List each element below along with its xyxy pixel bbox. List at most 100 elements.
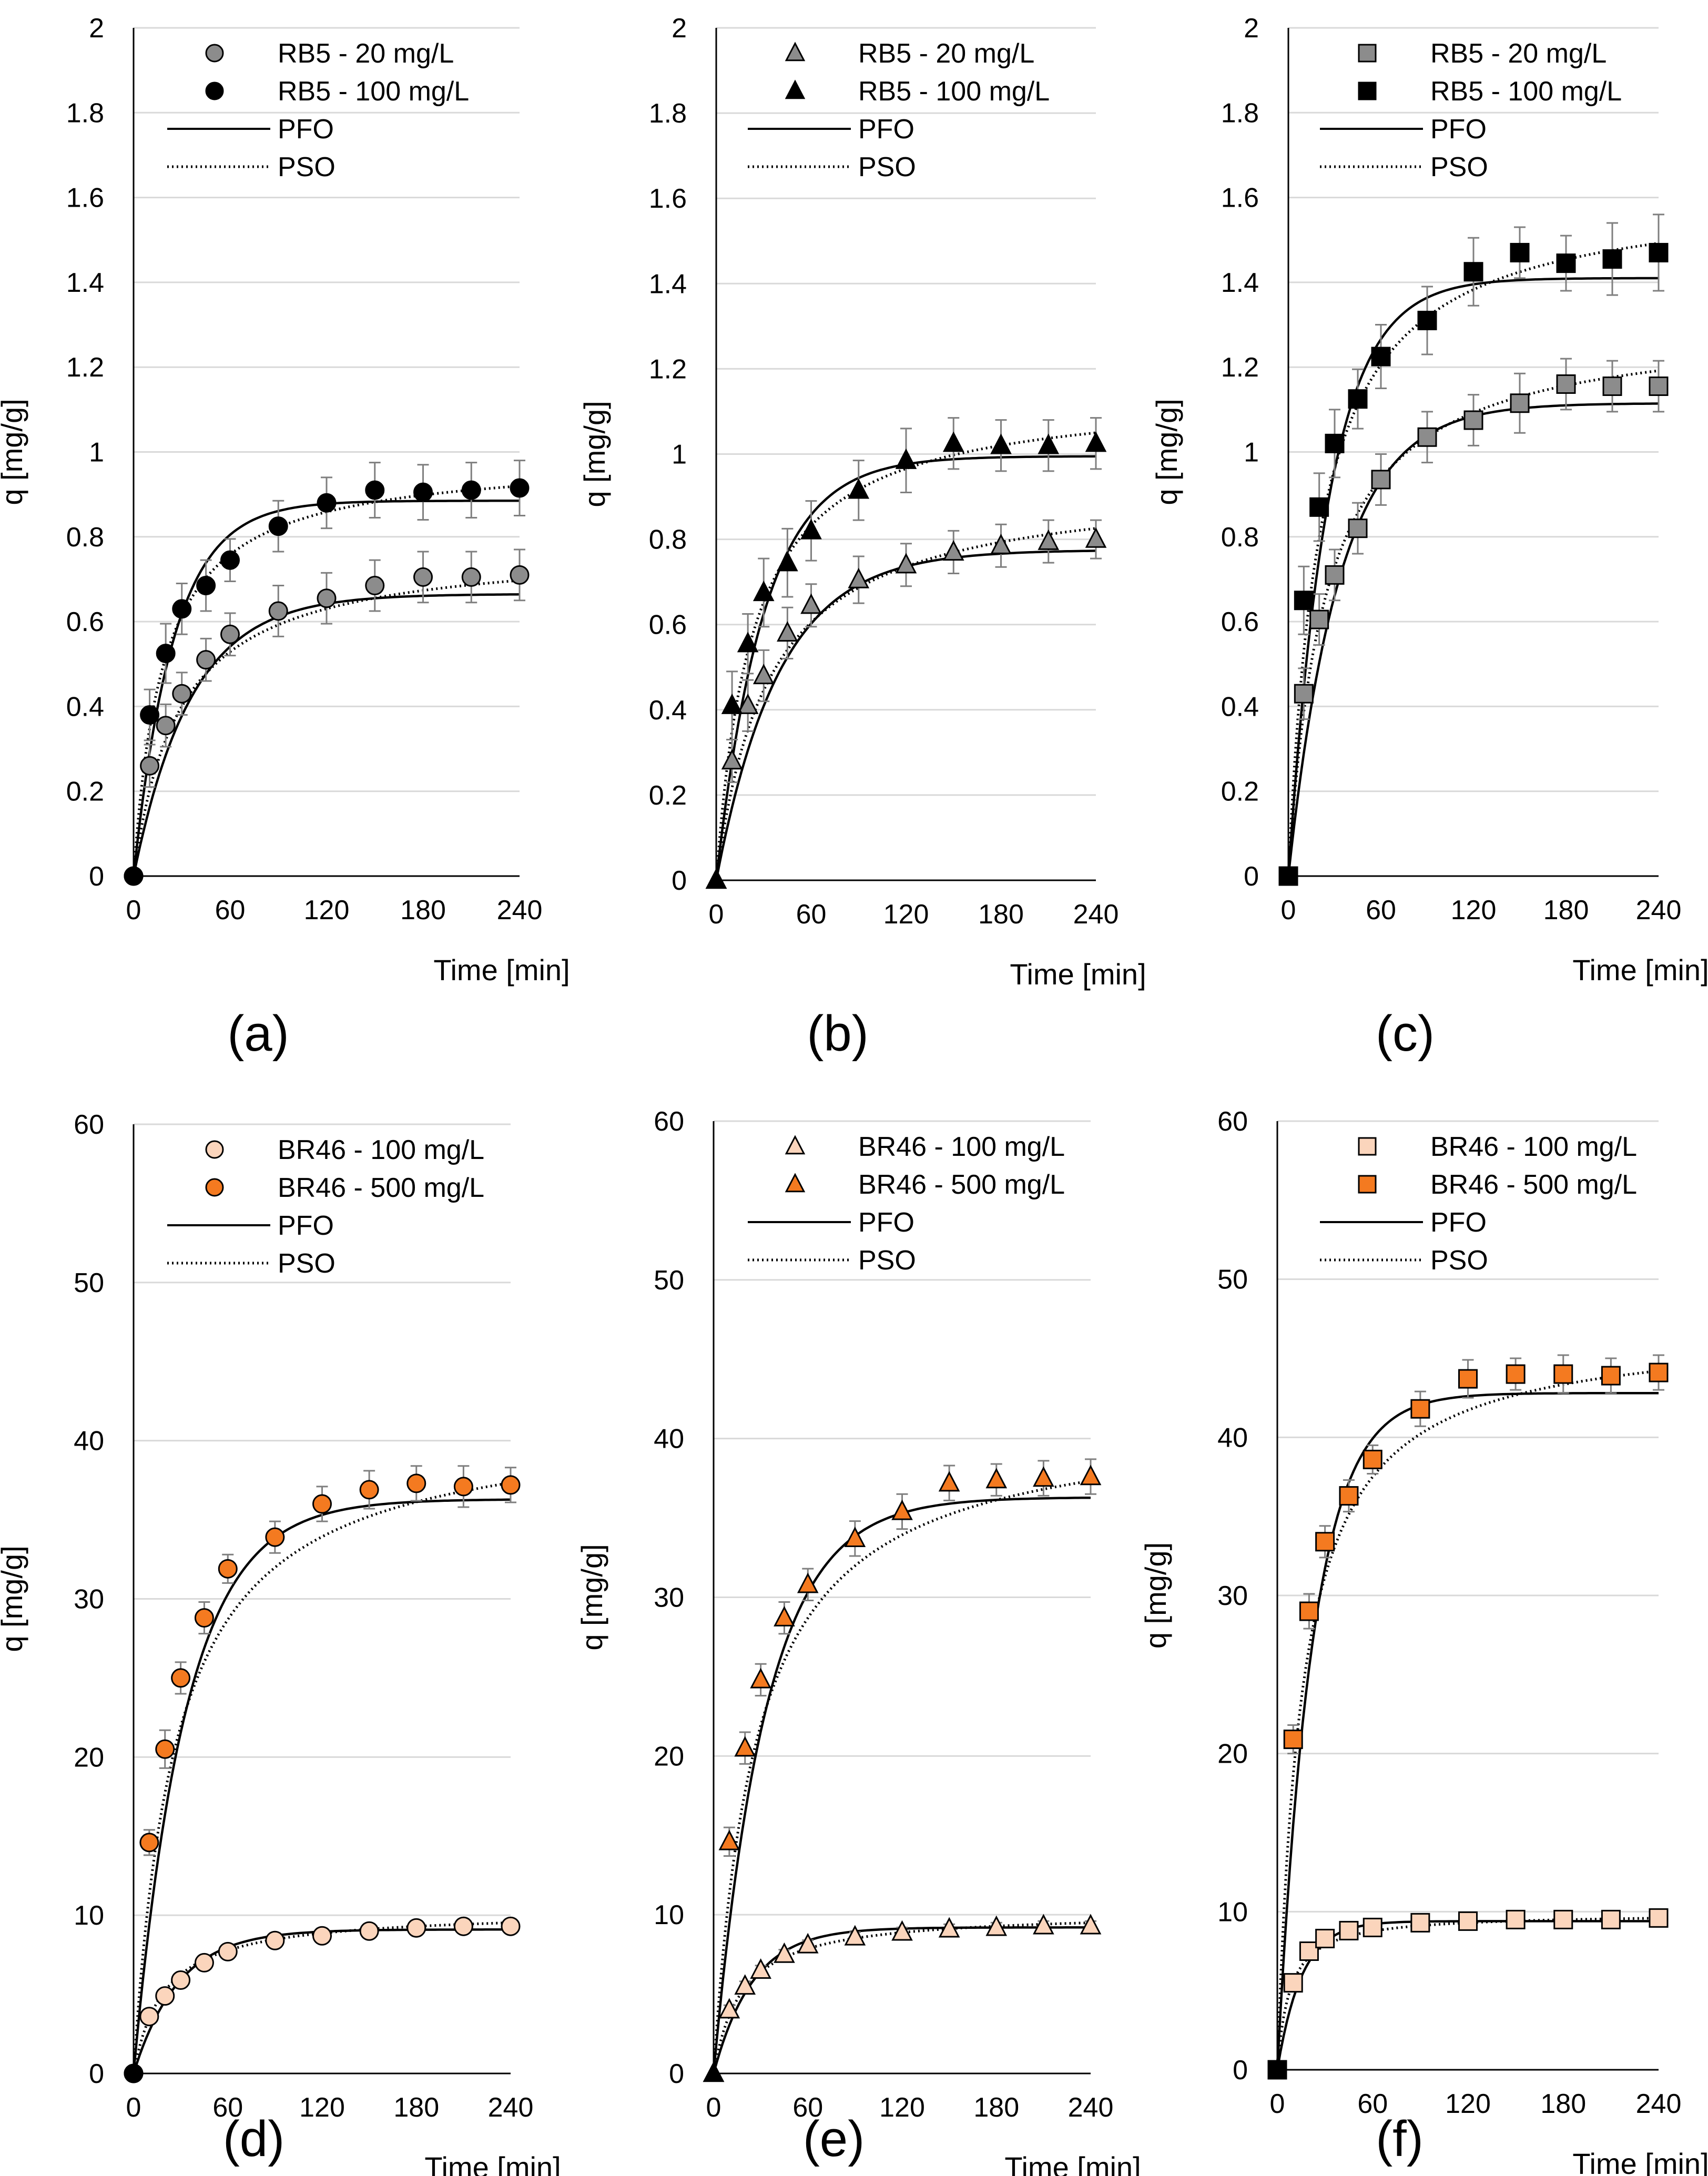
x-tick-label: 240 (1068, 2092, 1114, 2123)
y-tick-label: 1.2 (649, 354, 687, 384)
data-point (750, 1667, 771, 1689)
x-tick-label: 120 (883, 899, 929, 930)
data-point (1283, 1730, 1303, 1750)
y-tick-label: 2 (1244, 13, 1259, 44)
legend-marker (1358, 1137, 1377, 1156)
y-tick-label: 10 (74, 1900, 104, 1931)
x-tick-label: 180 (1543, 895, 1589, 926)
data-point (265, 1527, 285, 1547)
data-point (124, 866, 144, 886)
x-tick-label: 120 (1445, 2089, 1491, 2119)
y-tick-label: 0.8 (66, 522, 104, 553)
y-tick-label: 0 (672, 866, 687, 896)
data-point (155, 1986, 175, 2006)
legend-marker (785, 42, 806, 62)
y-tick-label: 50 (1217, 1265, 1248, 1295)
y-tick-label: 0.2 (1221, 777, 1259, 807)
pfo-fit-line (712, 1496, 1091, 2074)
data-point (774, 1605, 795, 1626)
legend-label: PSO (1430, 1245, 1488, 1276)
data-point (220, 624, 240, 644)
panel-label: (f) (1376, 2111, 1424, 2167)
data-point (750, 1958, 771, 1979)
legend-label: PSO (858, 1245, 916, 1276)
x-tick-label: 120 (299, 2092, 345, 2123)
legend-label: PSO (858, 152, 916, 182)
data-point (1649, 242, 1669, 262)
y-tick-label: 40 (1217, 1422, 1248, 1453)
data-point (1315, 1532, 1335, 1552)
legend-label: PFO (858, 114, 914, 145)
data-point (774, 1942, 795, 1963)
data-point (1085, 527, 1107, 548)
pso-fit-line (712, 1921, 1091, 2074)
data-point (1553, 1364, 1573, 1384)
data-point (1033, 1466, 1054, 1487)
y-tick-label: 1.8 (649, 98, 687, 129)
data-point (705, 868, 727, 889)
data-point (317, 588, 337, 608)
legend-marker (1358, 1175, 1377, 1194)
data-point (1371, 470, 1391, 490)
data-point (1602, 376, 1622, 396)
data-point (312, 1494, 332, 1514)
data-point (140, 756, 160, 776)
data-point (753, 664, 775, 685)
data-point (1649, 376, 1669, 396)
x-tick-label: 240 (1073, 899, 1119, 930)
data-point (501, 1916, 521, 1936)
data-point (1339, 1486, 1359, 1506)
data-point (218, 1941, 238, 1961)
x-tick-label: 180 (978, 899, 1024, 930)
data-point (265, 1930, 285, 1950)
data-point (1417, 310, 1437, 330)
legend-label: RB5 - 20 mg/L (858, 38, 1034, 69)
x-axis-title: Time [min] (1572, 953, 1708, 987)
x-tick-label: 120 (879, 2092, 925, 2123)
y-tick-label: 1.4 (1221, 268, 1259, 298)
chart-panel-f: 0 10 20 30 40 50 60 0 60 120 180 240 Time [min] q [mg… (1139, 1106, 1708, 2176)
data-point (171, 1970, 191, 1990)
legend-marker (1358, 44, 1377, 63)
legend-label: BR46 - 500 mg/L (1430, 1170, 1637, 1200)
legend-marker (1358, 82, 1377, 100)
y-tick-label: 0 (1233, 2055, 1248, 2086)
data-point (365, 480, 385, 500)
data-point (1080, 1914, 1102, 1935)
data-point (848, 567, 870, 588)
data-point (844, 1527, 866, 1547)
data-point (268, 601, 288, 621)
data-point (990, 533, 1012, 554)
data-point (1267, 2060, 1287, 2080)
y-tick-label: 1.2 (1221, 352, 1259, 383)
legend-marker (205, 82, 224, 100)
data-point (1371, 347, 1391, 367)
y-axis-title: q [mg/g] (0, 399, 28, 505)
y-tick-label: 1.6 (66, 183, 104, 213)
panel-label: (c) (1376, 1005, 1435, 1062)
data-point (194, 1608, 214, 1628)
data-point (848, 478, 870, 499)
data-point (1510, 393, 1530, 413)
data-point (1299, 1941, 1319, 1961)
y-tick-label: 30 (654, 1583, 684, 1613)
pfo-fit-line (715, 455, 1096, 881)
data-point (1363, 1449, 1382, 1469)
data-point (1417, 427, 1437, 447)
y-tick-label: 40 (74, 1426, 104, 1457)
x-tick-label: 60 (215, 895, 246, 926)
x-tick-label: 0 (709, 899, 724, 930)
y-tick-label: 0.4 (1221, 692, 1259, 722)
data-point (172, 599, 192, 619)
y-tick-label: 1 (672, 440, 687, 470)
legend-label: BR46 - 100 mg/L (858, 1132, 1065, 1162)
data-point (1299, 1601, 1319, 1621)
y-tick-label: 30 (1217, 1581, 1248, 1611)
data-point (1038, 529, 1060, 550)
data-point (156, 644, 176, 664)
legend-label: PSO (278, 152, 336, 182)
y-tick-label: 0.4 (649, 695, 687, 726)
data-point (461, 567, 481, 587)
legend-label: PFO (1430, 1207, 1487, 1238)
legend-label: RB5 - 100 mg/L (858, 76, 1050, 107)
